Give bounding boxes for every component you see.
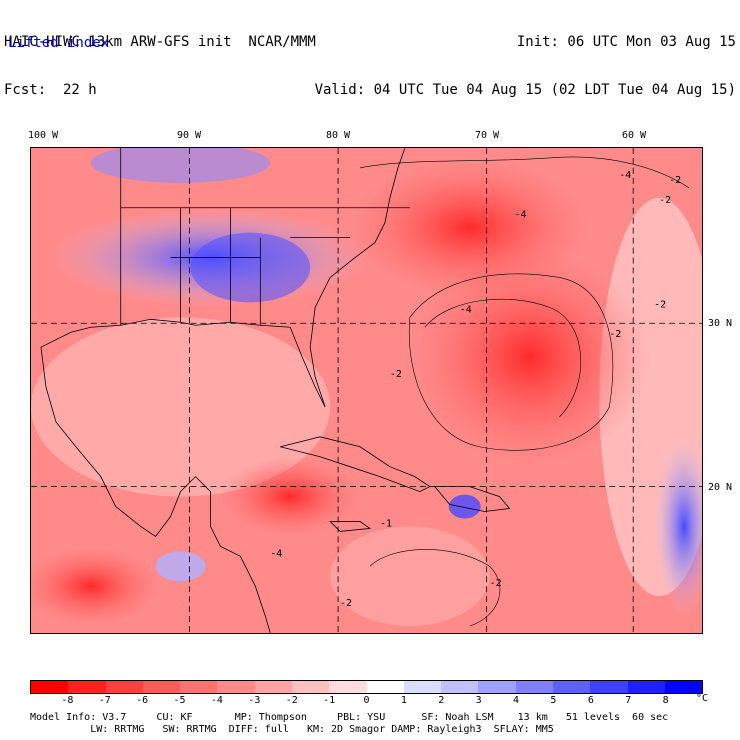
colorbar-swatch	[291, 681, 330, 693]
contour-label: -2	[669, 175, 681, 186]
colorbar-swatch	[254, 681, 292, 693]
colorbar-tick-label: 5	[550, 695, 557, 706]
model-info-line2: LW: RRTMG SW: RRTMG DIFF: full KM: 2D Sm…	[30, 724, 554, 735]
lon-label: 80 W	[325, 130, 351, 141]
colorbar-swatch	[31, 681, 69, 693]
colorbar-tick-label: 4	[513, 695, 520, 706]
colorbar-tick-label: 6	[587, 695, 594, 706]
colorbar-tick-label: -2	[285, 695, 298, 706]
colorbar-tick-label: -7	[98, 695, 111, 706]
colorbar-tick-label: -1	[323, 695, 336, 706]
field-stable	[654, 436, 702, 617]
contour-label: -2	[654, 299, 666, 310]
colorbar-swatch	[552, 681, 591, 693]
lon-label: 90 W	[176, 130, 202, 141]
init-time: Init: 06 UTC Mon 03 Aug 15	[516, 34, 736, 50]
coastline	[40, 347, 271, 633]
colorbar-tick-label: 1	[400, 695, 407, 706]
colorbar-swatch	[329, 681, 367, 693]
field-patch	[330, 526, 490, 627]
lon-label: 70 W	[474, 130, 500, 141]
lifted-index-map: -4 -2 -4 -2 -4 -2 -2 -2 -1 -2 -4 -2	[30, 147, 703, 634]
colorbar-swatch	[180, 681, 218, 693]
contour-line	[424, 298, 582, 418]
contour-label: -2	[659, 195, 671, 206]
colorbar-tick-label: -3	[248, 695, 261, 706]
colorbar-swatch	[366, 681, 404, 693]
colorbar-swatch	[217, 681, 255, 693]
model-info-line1: Model Info: V3.7 CU: KF MP: Thompson PBL…	[30, 712, 669, 723]
colorbar	[30, 680, 703, 694]
colorbar-tick-label: -6	[136, 695, 149, 706]
header-right: Init: 06 UTC Mon 03 Aug 15 Valid: 04 UTC…	[315, 2, 736, 114]
colorbar-tick-label: 3	[475, 695, 482, 706]
lon-label: 60 W	[621, 130, 647, 141]
colorbar-swatch	[478, 681, 516, 693]
colorbar-swatch	[627, 681, 665, 693]
contour-line	[359, 156, 690, 189]
contour-label: -4	[270, 548, 282, 559]
colorbar-tick-label: 8	[662, 695, 669, 706]
colorbar-tick-label: -4	[210, 695, 223, 706]
contour-label: -4	[515, 210, 527, 221]
colorbar-swatch	[664, 681, 703, 693]
forecast-hour: Fcst: 22 h	[4, 82, 97, 98]
colorbar-swatch	[441, 681, 479, 693]
field-core	[220, 456, 361, 537]
coastline	[40, 148, 406, 408]
colorbar-tick-label: 7	[625, 695, 632, 706]
field-name: Lifted index	[8, 35, 110, 51]
field-core	[31, 546, 161, 627]
colorbar-swatch	[142, 681, 181, 693]
field-patch	[31, 317, 331, 497]
colorbar-unit: °C	[696, 693, 709, 704]
colorbar-tick-label: 0	[363, 695, 370, 706]
field-core	[350, 157, 590, 298]
lon-label: 100 W	[27, 130, 59, 141]
lat-label: 20 N	[708, 482, 733, 493]
colorbar-swatch	[403, 681, 442, 693]
field-stable	[90, 148, 271, 183]
contour-label: -2	[609, 329, 621, 340]
colorbar-swatch	[68, 681, 106, 693]
field-stable	[155, 551, 206, 582]
colorbar-swatch	[105, 681, 143, 693]
colorbar-tick-label: -5	[173, 695, 186, 706]
contour-label: -4	[460, 304, 472, 315]
contour-label: -2	[340, 598, 352, 609]
contour-label: -2	[490, 578, 502, 589]
colorbar-tick-label: 2	[438, 695, 445, 706]
valid-time: Valid: 04 UTC Tue 04 Aug 15 (02 LDT Tue …	[314, 82, 736, 98]
state-border	[120, 148, 410, 326]
colorbar-swatch	[590, 681, 628, 693]
lat-label: 30 N	[708, 318, 733, 329]
colorbar-swatch	[515, 681, 553, 693]
header-left: HAIC-HIWC 13km ARW-GFS init NCAR/MMM Fcs…	[4, 2, 316, 114]
contour-label: -1	[380, 518, 392, 529]
model-title: HAIC-HIWC 13km ARW-GFS init NCAR/MMM	[4, 34, 316, 50]
colorbar-tick-label: -8	[61, 695, 74, 706]
contour-label: -4	[619, 170, 631, 181]
field-stable	[448, 494, 481, 519]
field-stable	[190, 232, 311, 303]
contour-label: -2	[390, 369, 402, 380]
coastline	[329, 521, 372, 532]
